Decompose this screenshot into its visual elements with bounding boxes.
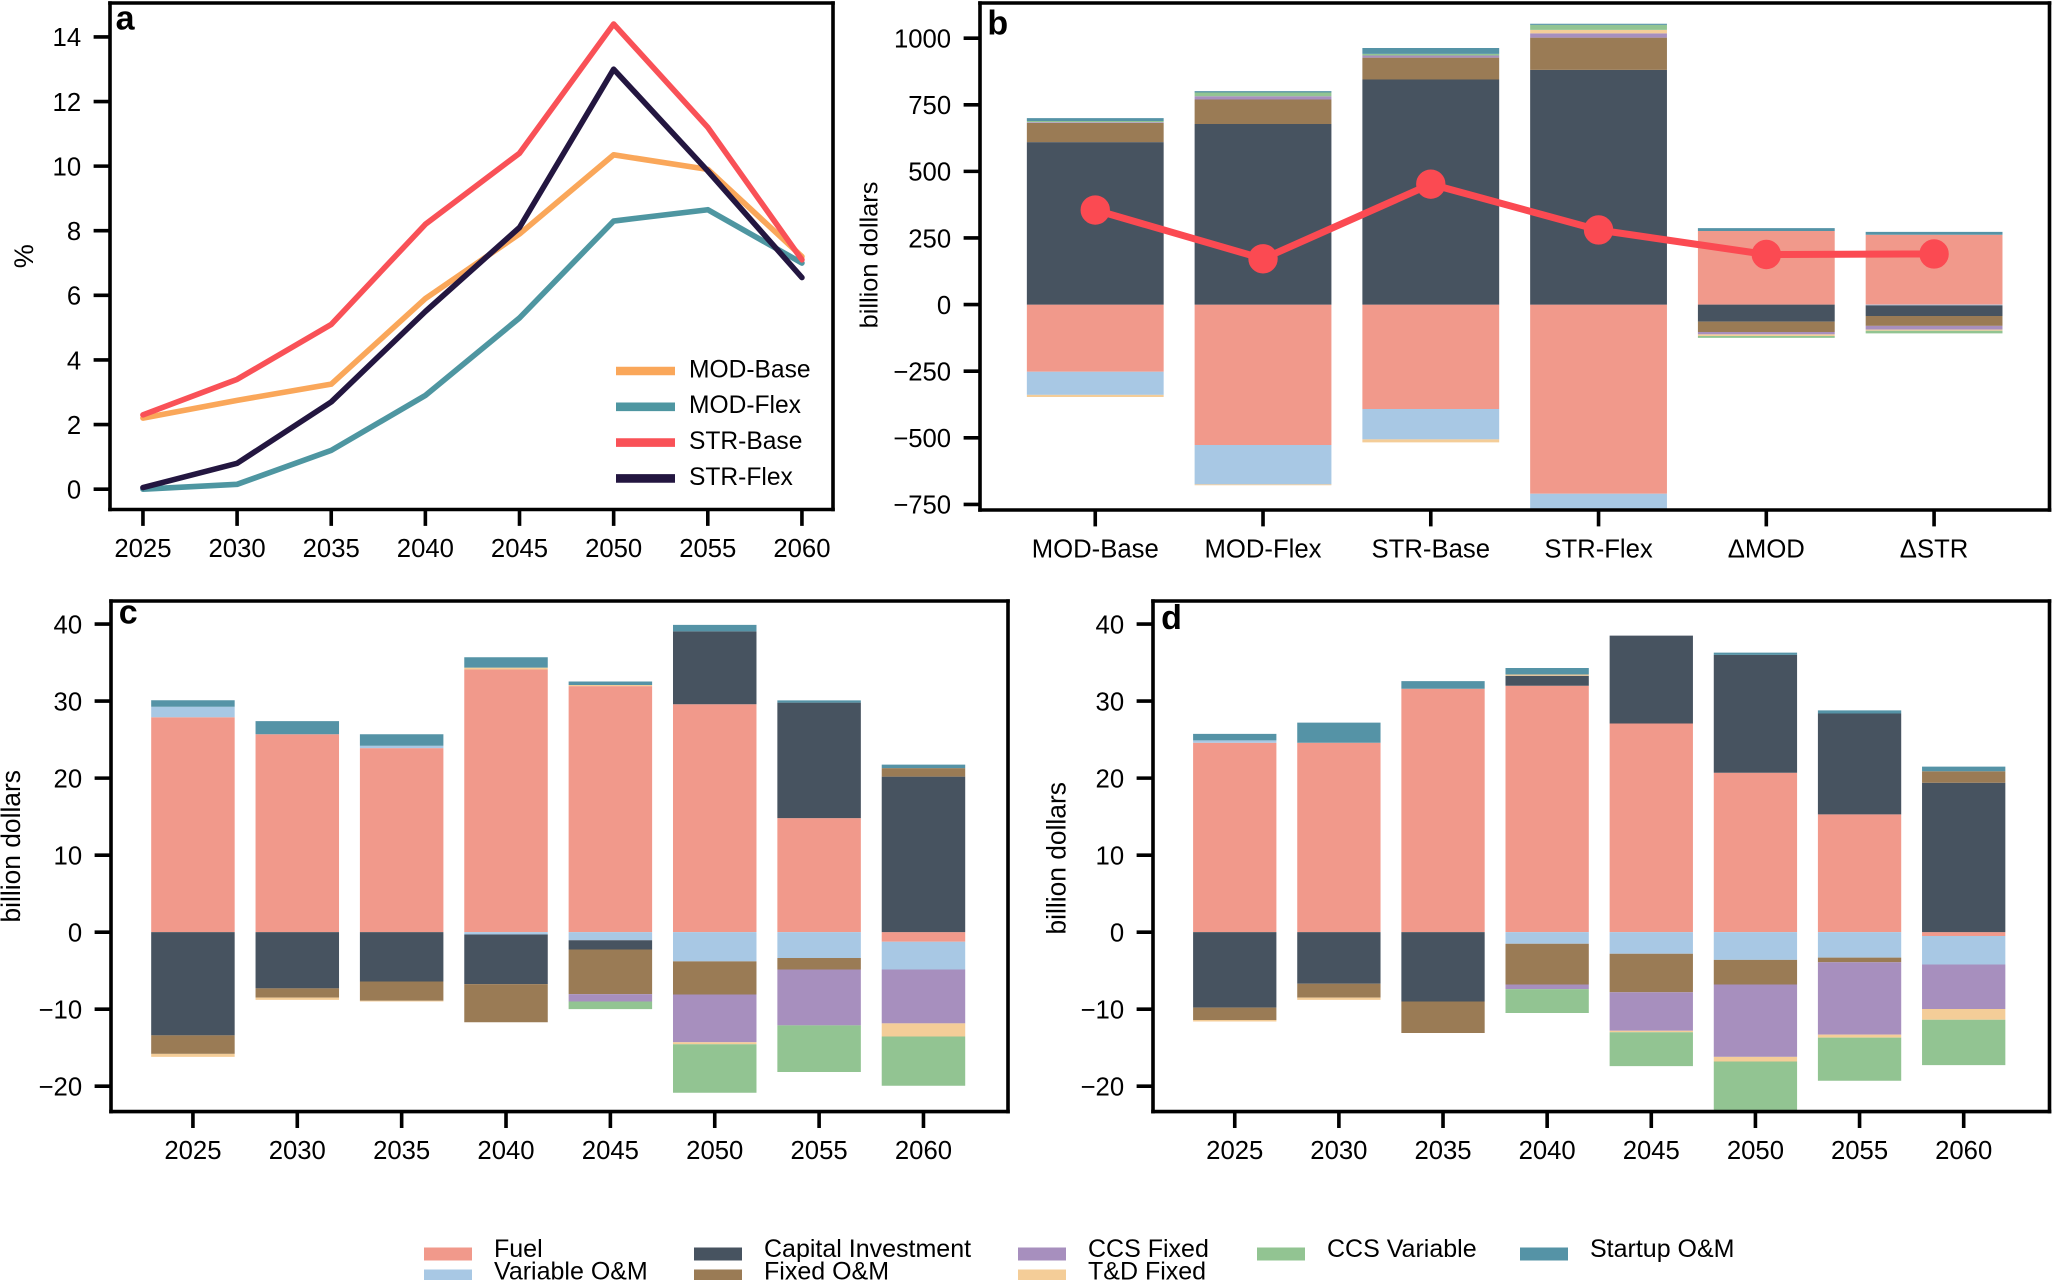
svg-text:2045: 2045 <box>491 535 548 563</box>
svg-text:0: 0 <box>1110 919 1124 947</box>
svg-text:%: % <box>8 244 39 268</box>
svg-text:ΔMOD: ΔMOD <box>1728 536 1805 564</box>
svg-text:−750: −750 <box>893 492 951 520</box>
svg-text:0: 0 <box>68 919 82 947</box>
svg-text:−250: −250 <box>893 359 951 387</box>
svg-text:MOD-Base: MOD-Base <box>1032 536 1159 564</box>
svg-text:2025: 2025 <box>1206 1137 1263 1165</box>
svg-text:0: 0 <box>937 292 951 320</box>
svg-text:2060: 2060 <box>895 1137 952 1165</box>
svg-text:20: 20 <box>1096 765 1125 793</box>
svg-text:c: c <box>119 593 138 631</box>
svg-text:Startup O&M: Startup O&M <box>1590 1235 1735 1263</box>
svg-text:40: 40 <box>1096 611 1125 639</box>
svg-text:10: 10 <box>54 842 83 870</box>
svg-text:2025: 2025 <box>114 535 171 563</box>
svg-text:6: 6 <box>67 283 81 311</box>
svg-text:MOD-Base: MOD-Base <box>689 356 811 383</box>
svg-text:4: 4 <box>67 347 81 375</box>
svg-text:1000: 1000 <box>894 25 951 53</box>
svg-text:2030: 2030 <box>1310 1137 1367 1165</box>
svg-text:2035: 2035 <box>373 1137 430 1165</box>
svg-text:30: 30 <box>54 688 83 716</box>
svg-text:T&D Fixed: T&D Fixed <box>1088 1257 1206 1280</box>
svg-text:−10: −10 <box>1081 996 1125 1024</box>
svg-text:Capital Investment: Capital Investment <box>764 1235 971 1263</box>
svg-text:0: 0 <box>67 476 81 504</box>
svg-text:b: b <box>987 4 1008 42</box>
svg-text:14: 14 <box>53 24 82 52</box>
svg-text:MOD-Flex: MOD-Flex <box>689 392 802 419</box>
svg-text:STR-Flex: STR-Flex <box>1544 536 1653 564</box>
svg-text:2045: 2045 <box>582 1137 639 1165</box>
svg-text:2050: 2050 <box>585 535 642 563</box>
svg-text:2030: 2030 <box>269 1137 326 1165</box>
svg-text:2050: 2050 <box>1727 1137 1784 1165</box>
svg-text:2035: 2035 <box>303 535 360 563</box>
svg-text:Variable O&M: Variable O&M <box>494 1257 648 1280</box>
svg-text:30: 30 <box>1096 688 1125 716</box>
svg-text:billion dollars: billion dollars <box>0 770 26 922</box>
svg-text:MOD-Flex: MOD-Flex <box>1205 536 1322 564</box>
svg-text:40: 40 <box>54 611 83 639</box>
svg-text:2: 2 <box>67 412 81 440</box>
svg-text:Fuel: Fuel <box>494 1235 543 1263</box>
svg-text:STR-Flex: STR-Flex <box>689 464 793 491</box>
svg-text:2060: 2060 <box>773 535 830 563</box>
svg-text:750: 750 <box>908 92 951 120</box>
svg-text:10: 10 <box>1096 842 1125 870</box>
svg-text:2055: 2055 <box>791 1137 848 1165</box>
svg-text:2060: 2060 <box>1935 1137 1992 1165</box>
svg-text:−20: −20 <box>1081 1073 1125 1101</box>
svg-text:−500: −500 <box>893 425 951 453</box>
svg-text:2030: 2030 <box>209 535 266 563</box>
svg-text:250: 250 <box>908 225 951 253</box>
svg-text:CCS Variable: CCS Variable <box>1327 1235 1477 1263</box>
svg-text:CCS Fixed: CCS Fixed <box>1088 1235 1209 1263</box>
svg-text:2035: 2035 <box>1414 1137 1471 1165</box>
svg-text:d: d <box>1161 599 1182 637</box>
svg-text:−20: −20 <box>39 1073 83 1101</box>
svg-text:2040: 2040 <box>397 535 454 563</box>
svg-text:a: a <box>116 0 136 37</box>
svg-text:20: 20 <box>54 765 83 793</box>
svg-text:−10: −10 <box>39 996 83 1024</box>
svg-text:2040: 2040 <box>1519 1137 1576 1165</box>
svg-text:2055: 2055 <box>1831 1137 1888 1165</box>
svg-text:ΔSTR: ΔSTR <box>1900 536 1969 564</box>
svg-text:8: 8 <box>67 218 81 246</box>
svg-text:billion dollars: billion dollars <box>1041 782 1071 934</box>
svg-text:500: 500 <box>908 159 951 187</box>
svg-text:2050: 2050 <box>686 1137 743 1165</box>
svg-text:STR-Base: STR-Base <box>1372 536 1490 564</box>
svg-text:2025: 2025 <box>164 1137 221 1165</box>
svg-text:10: 10 <box>53 153 82 181</box>
svg-text:STR-Base: STR-Base <box>689 428 802 455</box>
svg-text:2055: 2055 <box>679 535 736 563</box>
svg-text:Fixed O&M: Fixed O&M <box>764 1257 889 1280</box>
svg-text:billion dollars: billion dollars <box>856 182 884 329</box>
svg-text:2045: 2045 <box>1623 1137 1680 1165</box>
svg-text:12: 12 <box>53 89 82 117</box>
svg-text:2040: 2040 <box>477 1137 534 1165</box>
